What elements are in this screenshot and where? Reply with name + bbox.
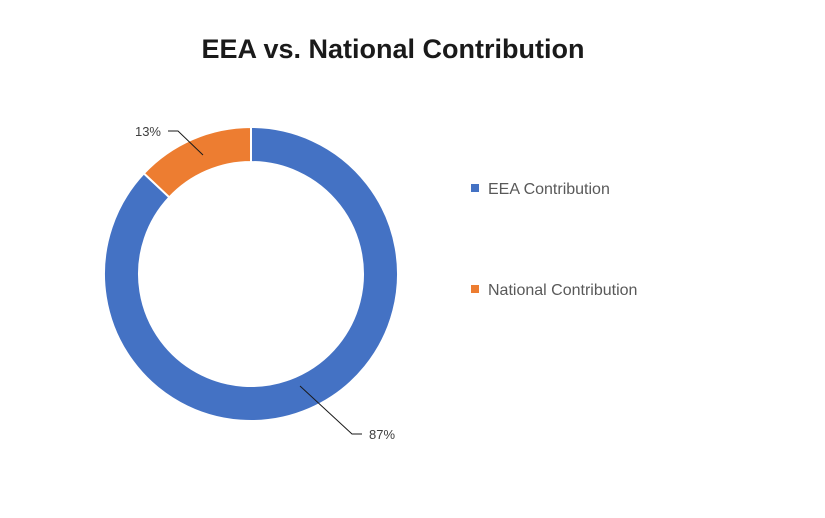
legend-swatch-national-contribution <box>471 285 479 293</box>
leader-line-national-contribution <box>168 130 204 156</box>
data-labels-group: 87% 13% <box>135 124 395 442</box>
chart-title: EEA vs. National Contribution <box>201 34 584 64</box>
legend: EEA Contribution National Contribution <box>471 181 637 299</box>
slice-eea-contribution <box>103 125 400 422</box>
slices-group <box>103 125 400 422</box>
legend-label-national-contribution: National Contribution <box>488 282 637 299</box>
legend-label-eea-contribution: EEA Contribution <box>488 181 610 198</box>
slice-national-contribution <box>142 125 252 199</box>
data-label-eea-contribution: 87% <box>369 427 395 442</box>
data-label-national-contribution: 13% <box>135 124 161 139</box>
legend-swatch-eea-contribution <box>471 184 479 192</box>
leader-line-eea-contribution <box>299 385 362 435</box>
